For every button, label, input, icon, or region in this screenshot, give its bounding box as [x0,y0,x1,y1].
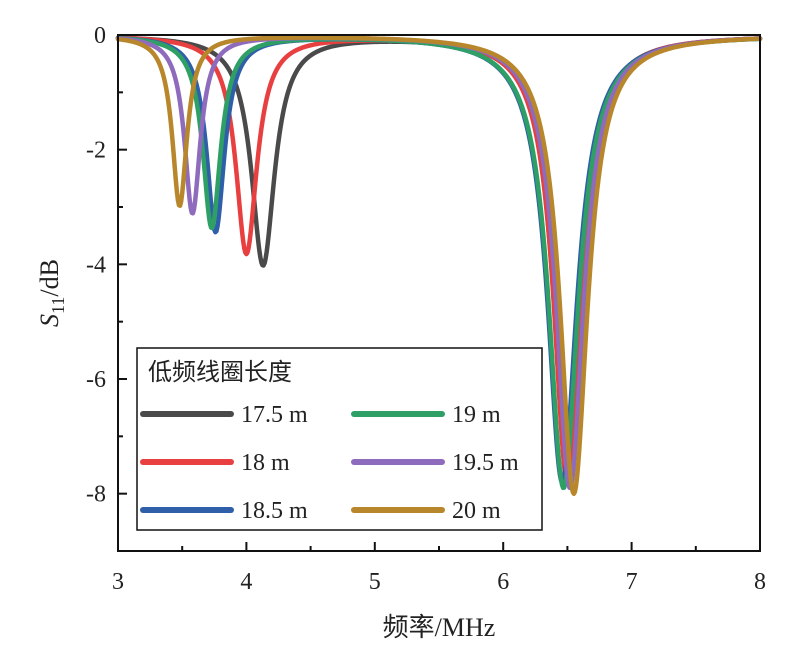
y-tick-label: -2 [86,138,106,164]
y-axis-title-main: S [35,314,64,327]
x-tick-label: 5 [369,569,381,595]
legend: 低频线圈长度 17.5 m 18 m 18.5 m 19 m 19.5 m 20 m [136,347,543,531]
legend-box [136,347,543,531]
series-line-5 [115,35,763,497]
legend-label-5: 20 m [452,498,501,524]
y-tick-label: -8 [86,482,106,508]
x-tick-label: 7 [626,569,638,595]
legend-label-3: 19 m [452,402,501,428]
legend-items: 17.5 m 18 m 18.5 m 19 m 19.5 m 20 m [140,402,519,524]
x-tick-label: 6 [497,569,509,595]
series-curves [115,35,763,497]
x-tick-label: 8 [754,569,766,595]
legend-label-0: 17.5 m [241,402,308,428]
y-tick-label: -4 [86,252,106,278]
axis-ticks [117,34,761,552]
y-tick-label: -6 [86,367,106,393]
x-axis-title: 频率/MHz [383,613,496,642]
axis-tick-labels: 3 4 5 6 7 8 0 -2 -4 -6 -8 [86,23,766,595]
y-tick-label: 0 [94,23,106,49]
legend-title: 低频线圈长度 [148,358,292,386]
x-tick-label: 3 [112,569,124,595]
x-tick-label: 4 [240,569,252,595]
y-axis-title-subscript: 11 [48,297,68,314]
legend-label-4: 19.5 m [452,450,519,476]
legend-label-2: 18.5 m [241,498,308,524]
y-axis-title: S11/dB [35,259,68,327]
legend-label-1: 18 m [241,450,290,476]
y-axis-title-unit: /dB [35,259,64,297]
